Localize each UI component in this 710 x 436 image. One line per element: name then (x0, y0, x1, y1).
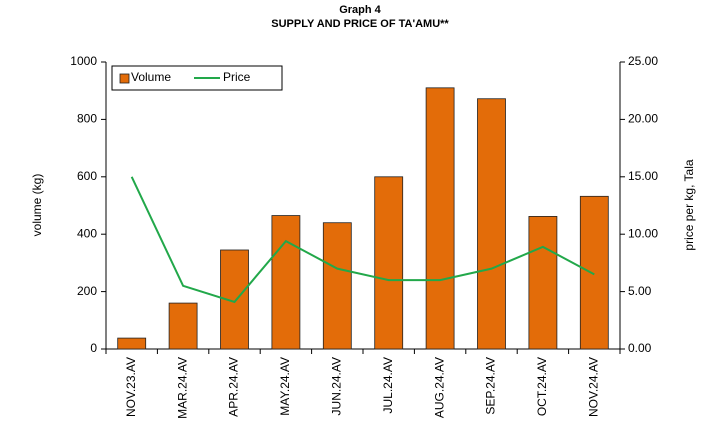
x-tick-label: AUG.24.AV (432, 357, 446, 418)
x-tick-label: SEP.24.AV (484, 357, 498, 415)
legend-swatch (120, 74, 129, 83)
bar (375, 177, 403, 349)
y-axis-label: volume (kg) (30, 174, 44, 237)
y-tick-label: 600 (77, 169, 97, 183)
x-tick-label: APR.24.AV (227, 357, 241, 417)
y2-tick-label: 15.00 (628, 169, 658, 183)
chart-title: Graph 4 (339, 4, 381, 16)
bar (426, 88, 454, 349)
x-tick-label: OCT.24.AV (535, 357, 549, 416)
legend-label: Volume (131, 70, 171, 84)
bar (169, 303, 197, 349)
y-tick-label: 400 (77, 226, 97, 240)
y-tick-label: 1000 (70, 54, 97, 68)
x-tick-label: JUN.24.AV (329, 357, 343, 415)
y-tick-label: 800 (77, 112, 97, 126)
y2-tick-label: 0.00 (628, 341, 652, 355)
x-tick-label: MAR.24.AV (175, 357, 189, 419)
x-tick-label: JUL.24.AV (381, 357, 395, 413)
chart: Graph 4 SUPPLY AND PRICE OF TA'AMU** vol… (0, 0, 710, 436)
y2-tick-label: 5.00 (628, 284, 652, 298)
bar (272, 216, 300, 349)
bar (323, 223, 351, 349)
x-tick-label: NOV.24.AV (586, 357, 600, 417)
bar (478, 99, 506, 349)
bar (580, 196, 608, 349)
y-tick-label: 0 (90, 341, 97, 355)
y2-axis-label: price per kg, Tala (682, 159, 696, 250)
y-tick-label: 200 (77, 284, 97, 298)
y2-tick-label: 20.00 (628, 112, 658, 126)
x-tick-label: NOV.23.AV (124, 357, 138, 417)
legend-label: Price (223, 70, 251, 84)
bar (118, 338, 146, 349)
y2-tick-label: 25.00 (628, 54, 658, 68)
y2-tick-label: 10.00 (628, 226, 658, 240)
chart-subtitle: SUPPLY AND PRICE OF TA'AMU** (271, 18, 449, 30)
bar (529, 216, 557, 349)
x-tick-label: MAY.24.AV (278, 357, 292, 416)
